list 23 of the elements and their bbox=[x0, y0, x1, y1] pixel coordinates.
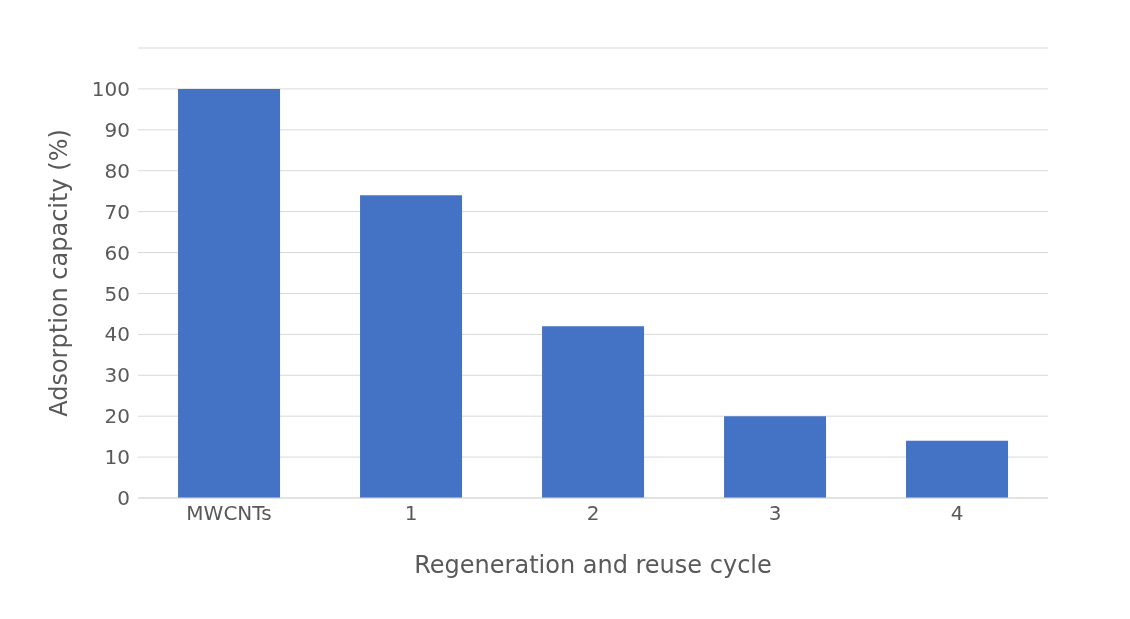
y-tick-label: 0 bbox=[117, 486, 130, 511]
y-tick-label: 40 bbox=[104, 322, 130, 347]
y-tick-label: 90 bbox=[104, 117, 130, 142]
bar bbox=[906, 440, 1009, 498]
y-tick-label: 10 bbox=[104, 445, 130, 470]
y-tick-label: 80 bbox=[104, 158, 130, 183]
y-tick-label: 50 bbox=[104, 281, 130, 306]
bar bbox=[178, 88, 281, 498]
y-tick-label: 60 bbox=[104, 240, 130, 265]
x-tick-label: MWCNTs bbox=[186, 501, 272, 526]
x-tick-label: 1 bbox=[404, 501, 418, 526]
y-tick-label: 70 bbox=[104, 199, 130, 224]
bar bbox=[542, 326, 645, 498]
y-tick-label: 20 bbox=[104, 404, 130, 429]
y-axis-title: Adsorption capacity (%) bbox=[44, 129, 73, 417]
x-tick-label: 4 bbox=[950, 501, 964, 526]
bar bbox=[724, 416, 827, 498]
y-tick-label: 30 bbox=[104, 363, 130, 388]
x-tick-label: 3 bbox=[768, 501, 782, 526]
bar bbox=[360, 195, 463, 498]
x-axis-title: Regeneration and reuse cycle bbox=[414, 551, 772, 579]
x-tick-label: 2 bbox=[586, 501, 600, 526]
y-tick-label: 100 bbox=[91, 77, 130, 102]
